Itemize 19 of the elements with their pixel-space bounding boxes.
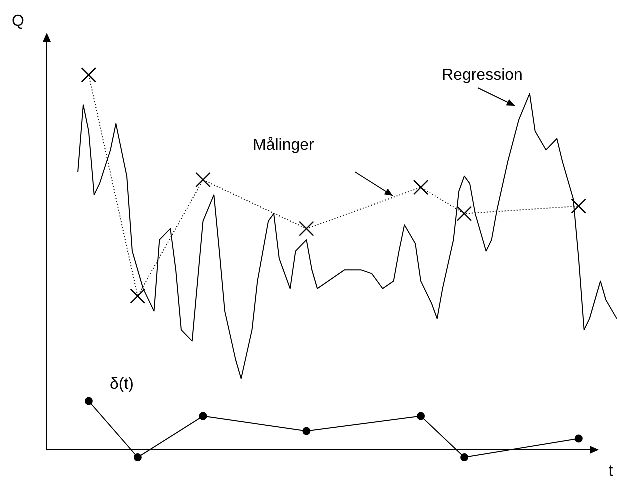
point [571,198,587,214]
point [84,397,93,406]
point [413,180,429,196]
point [81,67,97,83]
point [302,427,311,436]
series-label: Regression [442,67,523,84]
text: Målinger [253,137,316,154]
y-axis-title: Q [12,13,24,30]
point [299,221,314,236]
point [417,412,426,420]
x-axis-title: t [608,463,614,480]
point [199,412,208,420]
series-label: δ(t) [110,376,134,393]
point [134,454,142,462]
point [130,288,146,304]
point [196,172,211,188]
point [456,206,472,222]
point [574,434,583,443]
point [460,454,469,462]
